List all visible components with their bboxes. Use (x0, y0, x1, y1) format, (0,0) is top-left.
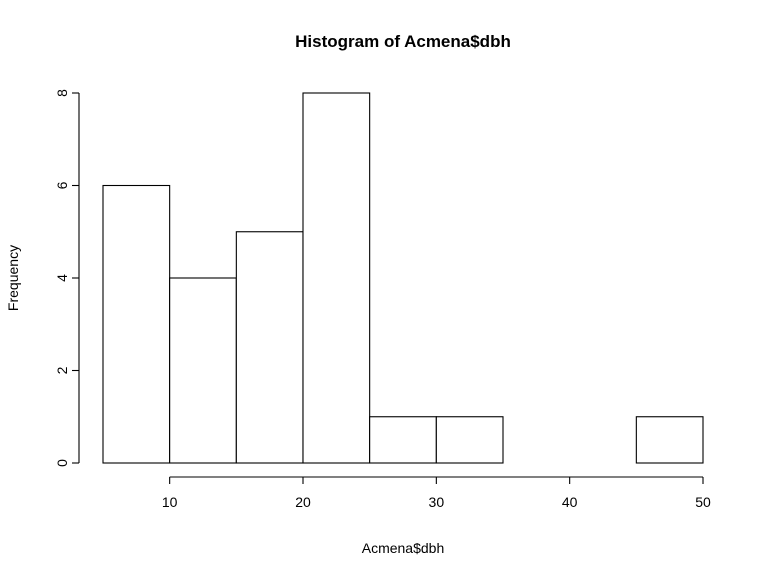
x-tick-label-4: 50 (695, 494, 711, 510)
histogram-bar-1 (169, 277, 237, 464)
histogram-bar-5 (435, 416, 504, 464)
x-tick-label-1: 20 (295, 494, 311, 510)
histogram-bar-3 (302, 92, 371, 464)
y-tick-label-1: 2 (54, 366, 70, 374)
histogram-bar-4 (369, 416, 437, 464)
y-tick-label-4: 8 (54, 89, 70, 97)
y-tick-label-3: 6 (54, 181, 70, 189)
x-tick-label-3: 40 (562, 494, 578, 510)
chart-title: Histogram of Acmena$dbh (295, 32, 511, 51)
y-tick-label-2: 4 (54, 274, 70, 282)
x-tick-label-0: 10 (162, 494, 178, 510)
y-tick-label-0: 0 (54, 459, 70, 467)
histogram-bar-8 (635, 416, 704, 464)
histogram-bars (102, 92, 704, 464)
histogram-bar-2 (235, 231, 304, 464)
x-axis-label: Acmena$dbh (362, 540, 445, 556)
x-tick-label-2: 30 (429, 494, 445, 510)
y-axis-label: Frequency (5, 245, 21, 311)
x-axis: 10 20 30 40 50 (162, 476, 711, 510)
histogram-bar-0 (102, 184, 171, 464)
y-axis: 0 2 4 6 8 (54, 89, 80, 467)
